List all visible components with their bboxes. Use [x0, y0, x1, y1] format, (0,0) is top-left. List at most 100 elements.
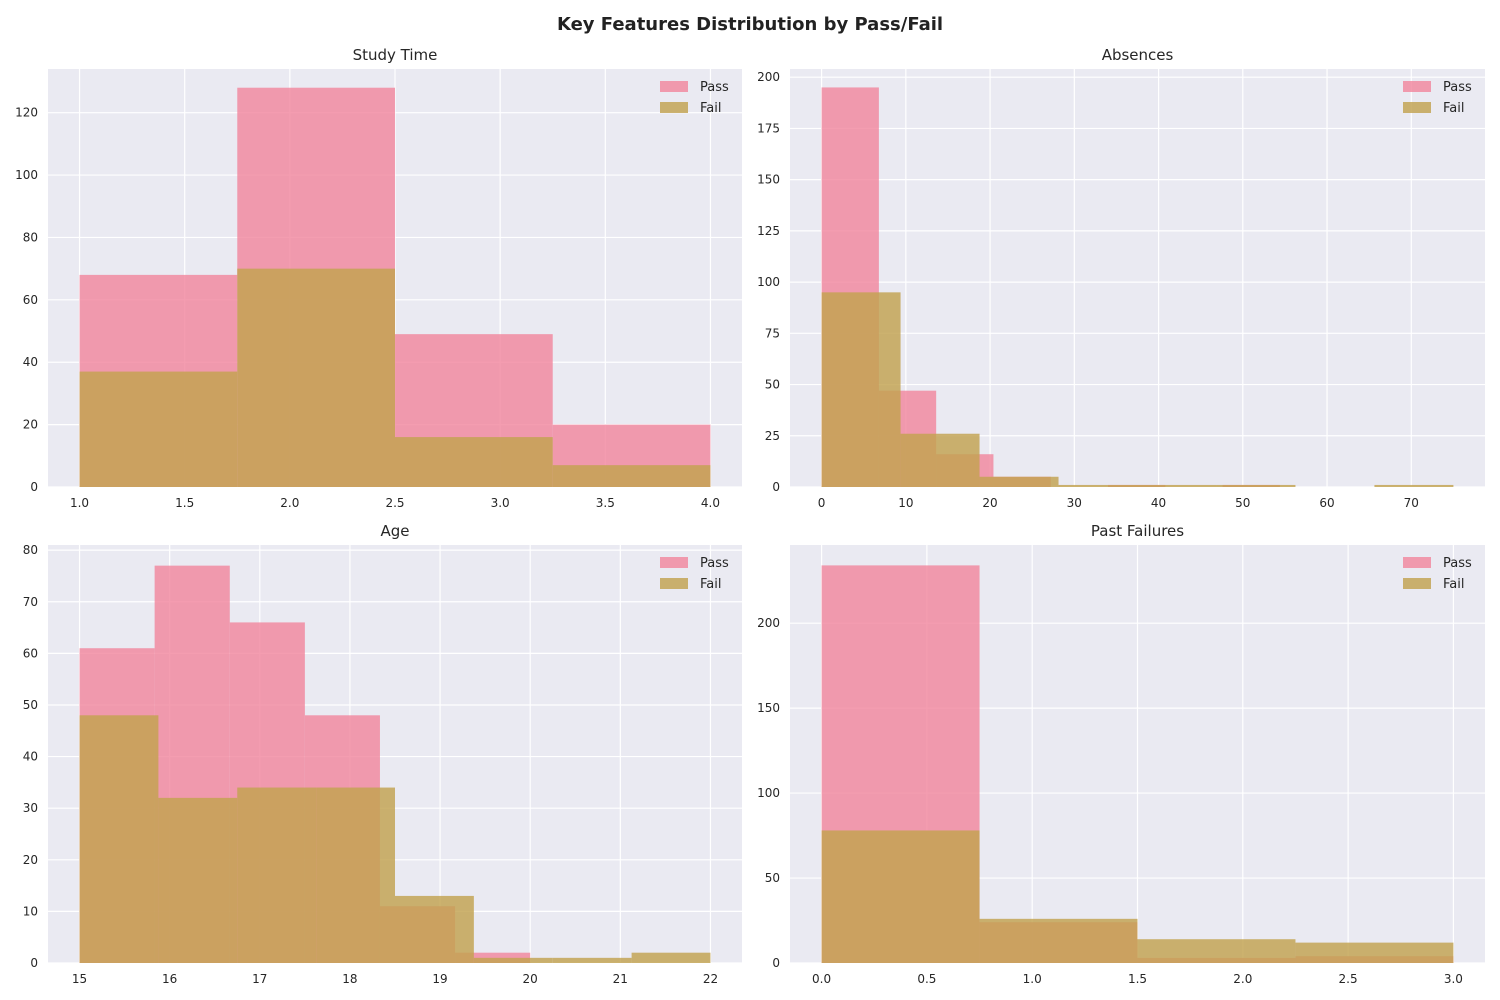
- absences-x-tick-label: 0: [818, 496, 826, 510]
- study-time-legend-swatch-fail: [660, 102, 688, 113]
- absences-legend-label-fail: Fail: [1443, 101, 1464, 116]
- age-y-tick-label: 50: [23, 698, 38, 712]
- past-failures-x-tick-label: 2.5: [1339, 972, 1358, 986]
- age-y-tick-label: 10: [23, 904, 38, 918]
- age-fail-bar: [158, 797, 238, 963]
- age-y-tick-label: 20: [23, 853, 38, 867]
- study-time-y-tick-label: 0: [30, 480, 38, 494]
- absences-fail-bar: [1058, 484, 1138, 487]
- absences-y-tick-label: 100: [757, 275, 780, 289]
- past-failures-title: Past Failures: [1091, 522, 1184, 540]
- age-y-tick-label: 30: [23, 801, 38, 815]
- age-fail-bar: [316, 787, 395, 963]
- study-time-y-tick-label: 100: [15, 168, 38, 182]
- past-failures-y-tick-label: 0: [772, 956, 780, 970]
- chart-study-time: 1.0 1.5 2.0 2.5 3.0 3.5 4.0 0 20 40 60 80 100 120 Stud…: [15, 46, 742, 510]
- age-legend-swatch-fail: [660, 578, 688, 589]
- past-failures-fail-bar: [821, 830, 980, 963]
- absences-x-tick-label: 30: [1067, 496, 1082, 510]
- age-legend-swatch-pass: [660, 557, 688, 568]
- absences-y-tick-label: 75: [765, 326, 780, 340]
- age-y-tick-label: 80: [23, 543, 38, 557]
- past-failures-x-tick-label: 0.5: [917, 972, 936, 986]
- study-time-x-tick-label: 2.0: [280, 496, 299, 510]
- absences-legend-swatch-pass: [1403, 81, 1431, 92]
- study-time-x-tick-label: 4.0: [701, 496, 720, 510]
- past-failures-fail-bar: [1137, 939, 1296, 963]
- absences-legend-swatch-fail: [1403, 102, 1431, 113]
- absences-title: Absences: [1102, 46, 1174, 64]
- past-failures-legend-swatch-pass: [1403, 557, 1431, 568]
- past-failures-legend-label-pass: Pass: [1443, 556, 1472, 571]
- age-x-tick-label: 21: [613, 972, 628, 986]
- past-failures-x-tick-label: 2.0: [1233, 972, 1252, 986]
- age-title: Age: [380, 522, 409, 540]
- absences-y-tick-label: 175: [757, 121, 780, 135]
- absences-fail-bar: [1216, 484, 1296, 487]
- age-fail-bar: [395, 895, 474, 963]
- past-failures-fail-bar: [979, 918, 1138, 963]
- absences-x-tick-label: 50: [1235, 496, 1250, 510]
- chart-age: 15 16 17 18 19 20 21 22 0 10 20 30 40 50 60 70 80 Age Pass…: [23, 522, 742, 986]
- study-time-x-tick-label: 3.0: [491, 496, 510, 510]
- absences-y-tick-label: 50: [765, 378, 780, 392]
- study-time-title: Study Time: [353, 46, 438, 64]
- absences-fail-bar: [1137, 484, 1217, 487]
- age-y-tick-label: 40: [23, 750, 38, 764]
- age-x-tick-label: 17: [252, 972, 267, 986]
- absences-legend-label-pass: Pass: [1443, 80, 1472, 95]
- absences-y-tick-label: 25: [765, 429, 780, 443]
- study-time-y-tick-label: 60: [23, 293, 38, 307]
- past-failures-x-tick-label: 1.0: [1023, 972, 1042, 986]
- absences-y-tick-label: 125: [757, 224, 780, 238]
- age-legend-label-pass: Pass: [700, 556, 729, 571]
- absences-fail-bar: [1374, 484, 1454, 487]
- figure-title: Key Features Distribution by Pass/Fail: [556, 14, 944, 35]
- age-y-tick-label: 0: [30, 956, 38, 970]
- absences-x-tick-label: 20: [982, 496, 997, 510]
- study-time-y-tick-label: 40: [23, 355, 38, 369]
- absences-fail-bar: [821, 292, 901, 487]
- absences-x-tick-label: 40: [1151, 496, 1166, 510]
- study-time-y-tick-label: 20: [23, 418, 38, 432]
- study-time-legend-label-pass: Pass: [700, 80, 729, 95]
- chart-absences: 0 10 20 30 40 50 60 70 0 25 50 75 100 125 150 175 200 Abs…: [757, 46, 1485, 510]
- absences-x-tick-label: 10: [898, 496, 913, 510]
- study-time-fail-bar: [237, 268, 395, 487]
- study-time-fail-bar: [395, 437, 553, 487]
- age-x-tick-label: 18: [342, 972, 357, 986]
- age-fail-bar: [473, 957, 553, 963]
- past-failures-x-tick-label: 1.5: [1128, 972, 1147, 986]
- past-failures-x-tick-label: 3.0: [1444, 972, 1463, 986]
- chart-past-failures: 0.0 0.5 1.0 1.5 2.0 2.5 3.0 0 50 100 150 200 Past Fa…: [757, 522, 1485, 986]
- past-failures-y-tick-label: 150: [757, 701, 780, 715]
- past-failures-legend-label-fail: Fail: [1443, 577, 1464, 592]
- age-x-tick-label: 19: [432, 972, 447, 986]
- study-time-fail-bar: [552, 465, 711, 487]
- age-x-tick-label: 15: [72, 972, 87, 986]
- age-x-tick-label: 22: [703, 972, 718, 986]
- age-fail-bar: [79, 715, 159, 963]
- age-x-tick-label: 20: [523, 972, 538, 986]
- absences-y-tick-label: 0: [772, 480, 780, 494]
- age-x-tick-label: 16: [162, 972, 177, 986]
- past-failures-legend-swatch-fail: [1403, 578, 1431, 589]
- study-time-x-tick-label: 1.0: [70, 496, 89, 510]
- study-time-x-tick-label: 2.5: [385, 496, 404, 510]
- age-y-tick-label: 60: [23, 646, 38, 660]
- age-fail-bar: [631, 952, 711, 963]
- age-fail-bar: [552, 957, 632, 963]
- study-time-y-tick-label: 120: [15, 106, 38, 120]
- study-time-legend-swatch-pass: [660, 81, 688, 92]
- study-time-fail-bar: [79, 371, 238, 487]
- study-time-x-tick-label: 3.5: [596, 496, 615, 510]
- past-failures-x-tick-label: 0.0: [812, 972, 831, 986]
- study-time-x-tick-label: 1.5: [175, 496, 194, 510]
- past-failures-y-tick-label: 50: [765, 871, 780, 885]
- study-time-legend-label-fail: Fail: [700, 101, 721, 116]
- past-failures-fail-bar: [1295, 942, 1454, 963]
- absences-x-tick-label: 70: [1404, 496, 1419, 510]
- age-fail-bar: [237, 787, 317, 963]
